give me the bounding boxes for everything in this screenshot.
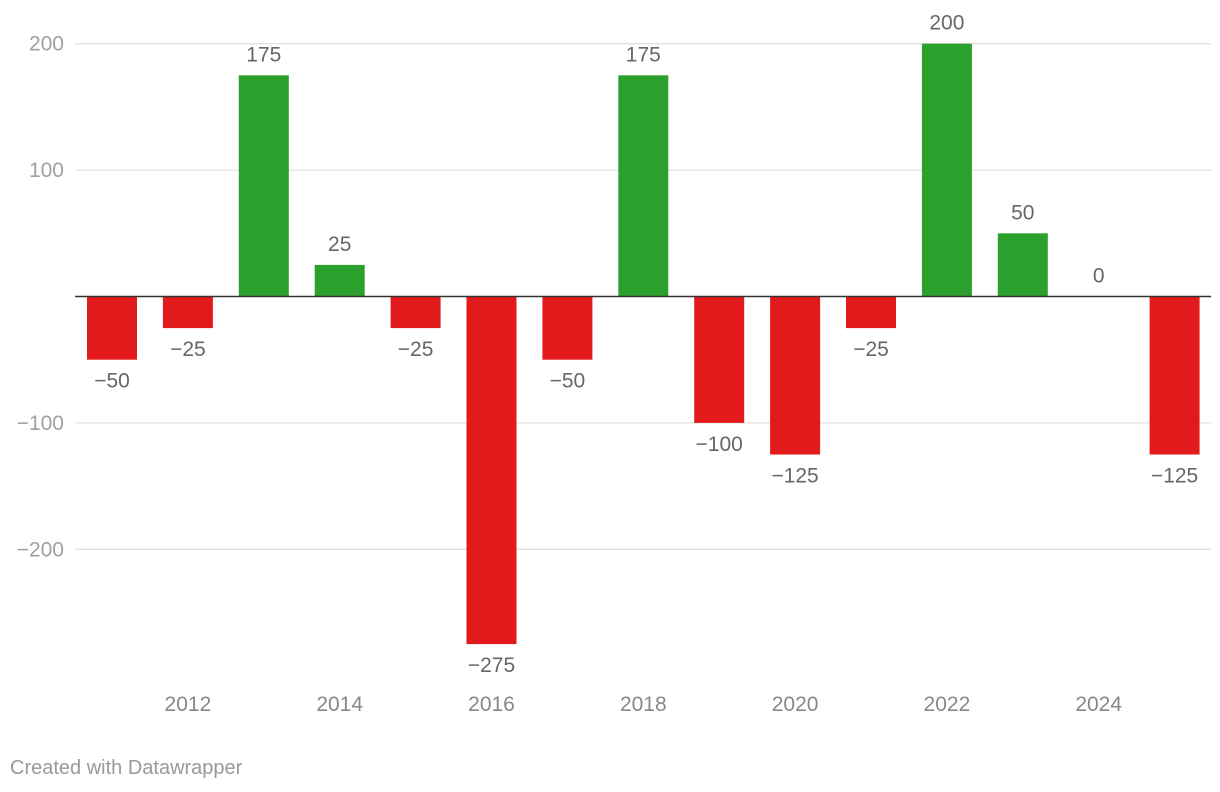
x-tick-label: 2018 xyxy=(620,693,667,716)
bar xyxy=(542,296,593,360)
data-label: −100 xyxy=(696,433,743,456)
y-tick-label: −200 xyxy=(17,538,64,561)
bar xyxy=(770,296,821,455)
y-tick-label: 200 xyxy=(29,33,64,56)
bar xyxy=(618,75,669,297)
x-tick-label: 2016 xyxy=(468,693,515,716)
data-label: −25 xyxy=(170,338,206,361)
axes: 200 100 −100 −200 2012 2014 2016 2018 2020 2022 20… xyxy=(17,33,1211,716)
data-label: 50 xyxy=(1011,201,1034,224)
data-label: −50 xyxy=(94,370,130,393)
bar xyxy=(1149,296,1200,455)
data-label: 175 xyxy=(626,43,661,66)
y-tick-label: 100 xyxy=(29,159,64,182)
data-label: 175 xyxy=(246,43,281,66)
bar xyxy=(694,296,745,423)
x-tick-label: 2024 xyxy=(1075,693,1122,716)
credit-text: Created with Datawrapper xyxy=(10,757,243,779)
data-label: −50 xyxy=(550,370,586,393)
x-tick-label: 2022 xyxy=(924,693,971,716)
data-label: 0 xyxy=(1093,265,1105,288)
bar xyxy=(314,264,365,297)
bar xyxy=(921,43,972,297)
data-label: −125 xyxy=(771,465,818,488)
bar xyxy=(997,233,1048,297)
bar xyxy=(390,296,441,329)
data-label: −25 xyxy=(853,338,889,361)
data-label: 200 xyxy=(929,12,964,35)
bar xyxy=(238,75,289,297)
x-tick-label: 2012 xyxy=(165,693,212,716)
value-labels: −50 −25 175 25 −25 −275 −50 175 −100 −125 −25 200 50… xyxy=(94,12,1198,677)
x-tick-label: 2020 xyxy=(772,693,819,716)
bars xyxy=(87,43,1200,645)
data-label: −275 xyxy=(468,654,515,677)
x-tick-label: 2014 xyxy=(316,693,363,716)
data-label: −125 xyxy=(1151,465,1198,488)
bar xyxy=(466,296,517,645)
bar xyxy=(846,296,896,329)
bar xyxy=(162,296,213,329)
data-label: −25 xyxy=(398,338,434,361)
bar xyxy=(87,296,137,360)
y-tick-label: −100 xyxy=(17,412,64,435)
data-label: 25 xyxy=(328,233,351,256)
